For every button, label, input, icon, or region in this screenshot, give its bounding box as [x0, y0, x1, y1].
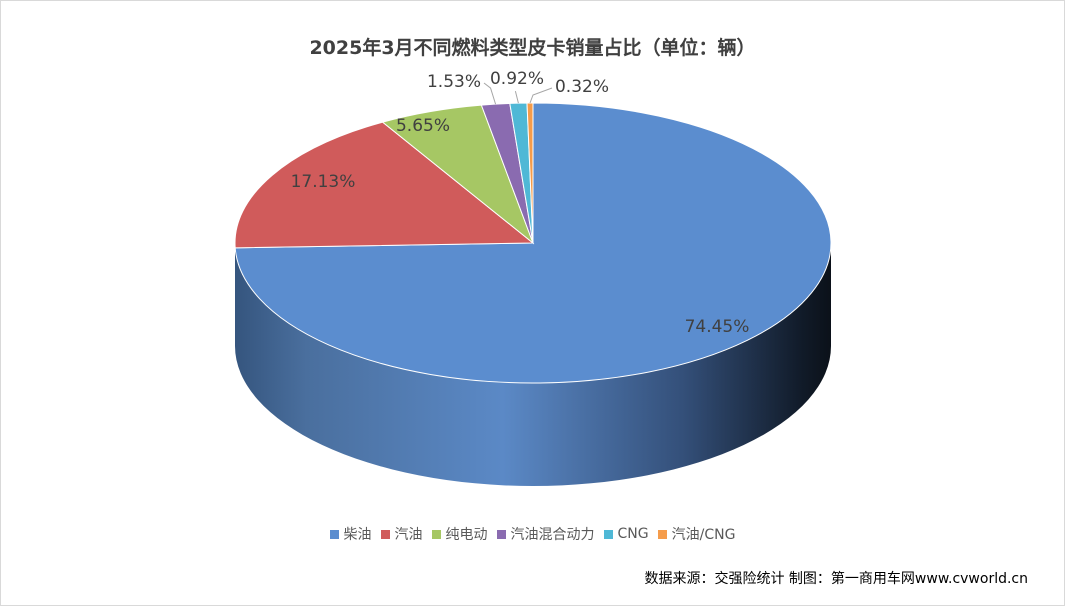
- legend-item[interactable]: 汽油: [380, 524, 423, 544]
- data-label: 0.92%: [490, 69, 544, 89]
- legend-label: 柴油: [343, 527, 372, 543]
- legend-swatch: [657, 529, 667, 539]
- legend-item[interactable]: 柴油: [329, 524, 372, 544]
- legend-swatch: [603, 529, 613, 539]
- pie-side-wall: [235, 243, 831, 486]
- pie-slice[interactable]: [234, 121, 535, 249]
- legend-item[interactable]: 汽油混合动力: [496, 524, 595, 544]
- data-label: 17.13%: [291, 172, 356, 192]
- chart-title: 2025年3月不同燃料类型皮卡销量占比（单位：辆）: [309, 37, 756, 59]
- legend-swatch: [380, 529, 390, 539]
- leader-line: [483, 82, 497, 105]
- legend-swatch: [431, 529, 441, 539]
- pie-side: [235, 243, 831, 486]
- data-label: 74.45%: [685, 317, 750, 337]
- legend-label: 汽油混合动力: [510, 527, 595, 543]
- legend-label: 汽油/CNG: [671, 527, 736, 543]
- legend-label: 汽油: [394, 527, 423, 543]
- pie-slices: [234, 102, 832, 384]
- legend-swatch: [496, 529, 506, 539]
- legend-swatch: [329, 529, 339, 539]
- pie-labels: 74.45% 17.13% 5.65% 1.53% 0.92% 0.32%: [291, 69, 750, 337]
- legend-label: CNG: [617, 526, 649, 542]
- data-label: 1.53%: [427, 72, 481, 92]
- legend-item[interactable]: 汽油/CNG: [657, 524, 736, 544]
- legend-item[interactable]: 纯电动: [431, 524, 488, 544]
- data-label: 0.32%: [555, 77, 609, 97]
- legend-label: 纯电动: [445, 527, 488, 543]
- source-note: 数据来源：交强险统计 制图：第一商用车网www.cvworld.cn: [644, 571, 1028, 587]
- leader-line: [514, 91, 519, 104]
- legend: 柴油 汽油 纯电动 汽油混合动力 CNG 汽油/CNG: [0, 524, 1065, 544]
- leader-line: [529, 87, 553, 104]
- data-label: 5.65%: [396, 116, 450, 136]
- legend-item[interactable]: CNG: [603, 524, 649, 544]
